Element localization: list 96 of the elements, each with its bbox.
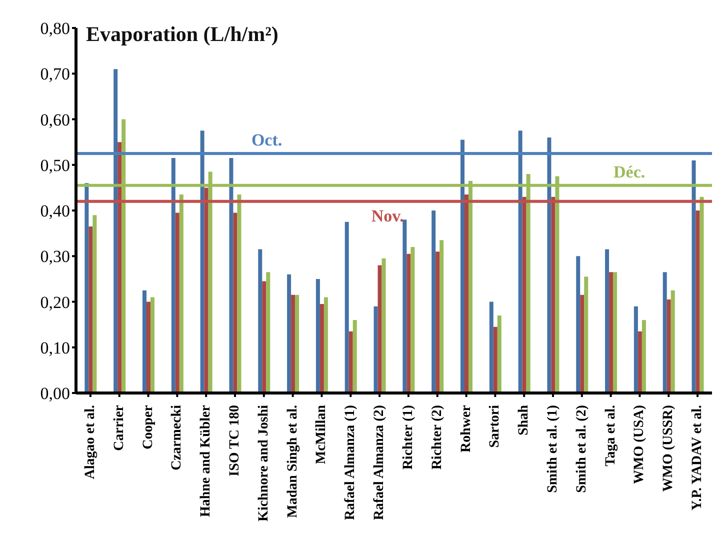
bar <box>576 256 580 393</box>
y-tick-label: 0,80 <box>40 19 70 38</box>
y-tick-label: 0,60 <box>40 110 70 130</box>
x-tick-label: Rafael Almanza (1) <box>343 404 358 520</box>
bar <box>378 265 382 393</box>
bar <box>287 274 292 393</box>
bar <box>171 158 176 393</box>
x-tick-label: Madan Singh et al. <box>285 405 300 518</box>
x-tick-label: ISO TC 180 <box>228 405 242 476</box>
x-tick-label: Rafael Almanza (2) <box>372 404 388 520</box>
bar <box>324 297 328 393</box>
bar <box>179 194 184 393</box>
chart-title: Evaporation (L/h/m²) <box>86 22 278 47</box>
bar <box>348 331 353 393</box>
bar <box>670 290 675 393</box>
bar <box>88 226 93 393</box>
y-tick-label: 0,10 <box>40 338 70 358</box>
bar <box>497 315 502 393</box>
bar <box>642 320 646 393</box>
bar <box>609 272 614 393</box>
y-tick-label: 0,70 <box>40 64 70 84</box>
bar <box>547 138 552 393</box>
bar <box>518 130 522 393</box>
bar <box>634 306 638 393</box>
x-tick-label: Shah <box>516 404 532 436</box>
bar <box>493 326 498 393</box>
bar <box>200 130 204 393</box>
x-tick-label: Richter (1) <box>400 404 416 470</box>
bar <box>382 258 386 393</box>
bar <box>258 249 262 393</box>
bar <box>522 196 526 393</box>
x-tick-label: Y.P. YADAV et al. <box>690 405 706 511</box>
bar <box>666 299 671 393</box>
bar <box>150 297 154 393</box>
bar <box>489 302 494 393</box>
bar <box>266 272 270 393</box>
bar <box>696 210 700 393</box>
y-tick-label: 0,20 <box>40 292 70 312</box>
x-tick-label: Kichnore and Joshi <box>256 404 272 522</box>
bar <box>432 210 436 393</box>
x-tick-label: Rohwer <box>458 405 474 452</box>
bar <box>464 194 468 393</box>
y-tick-label: 0,00 <box>40 384 70 404</box>
x-tick-label: McMillan <box>314 404 330 464</box>
x-tick-label: Czarmecki <box>170 404 185 470</box>
bar <box>410 247 415 393</box>
bar <box>692 160 696 393</box>
y-tick-label: 0,40 <box>40 202 70 221</box>
bar <box>146 302 150 393</box>
bar <box>114 69 118 393</box>
bar <box>662 272 667 393</box>
bar <box>233 212 238 393</box>
x-tick-label: Hahne and Kübler <box>198 405 214 518</box>
x-tick-label: Sartori <box>488 404 503 448</box>
bar <box>551 196 556 393</box>
bar <box>638 331 642 393</box>
bar <box>700 196 704 393</box>
bar <box>237 194 242 393</box>
bar <box>605 249 610 393</box>
bar <box>175 212 180 393</box>
bar <box>295 294 300 393</box>
ref-line-label: Nov. <box>371 206 404 226</box>
bar <box>84 183 89 393</box>
bar <box>436 252 440 393</box>
bar <box>344 222 349 393</box>
bar <box>613 272 618 393</box>
ref-line-label: Déc. <box>614 162 646 182</box>
bar <box>406 254 411 393</box>
x-tick-label: Alagao et al. <box>82 405 98 480</box>
y-tick-label: 0,30 <box>40 247 70 266</box>
bar <box>262 281 266 393</box>
ref-line-label: Oct. <box>251 130 282 150</box>
x-tick-label: Smith et al. (2) <box>574 404 590 493</box>
bar <box>584 276 588 393</box>
bar <box>374 306 378 393</box>
bar <box>229 158 234 393</box>
bar <box>460 140 464 393</box>
x-tick-label: WMO (USSR) <box>661 404 676 492</box>
bar <box>352 320 357 393</box>
x-tick-label: Taga et al. <box>603 405 618 466</box>
bar <box>580 294 584 393</box>
bar <box>316 278 320 393</box>
bar <box>440 240 444 393</box>
bar <box>142 290 146 393</box>
x-tick-label: Richter (2) <box>430 404 445 470</box>
bar <box>204 188 208 393</box>
x-tick-label: Carrier <box>112 405 127 451</box>
y-tick-label: 0,50 <box>40 156 70 175</box>
bar <box>118 142 122 393</box>
bar <box>320 304 324 393</box>
x-tick-label: Cooper <box>140 405 156 450</box>
bar <box>92 215 97 393</box>
bar <box>402 220 407 393</box>
x-tick-label: WMO (USA) <box>632 404 648 484</box>
bar <box>291 294 296 393</box>
x-tick-label: Smith et al. (1) <box>546 404 560 493</box>
